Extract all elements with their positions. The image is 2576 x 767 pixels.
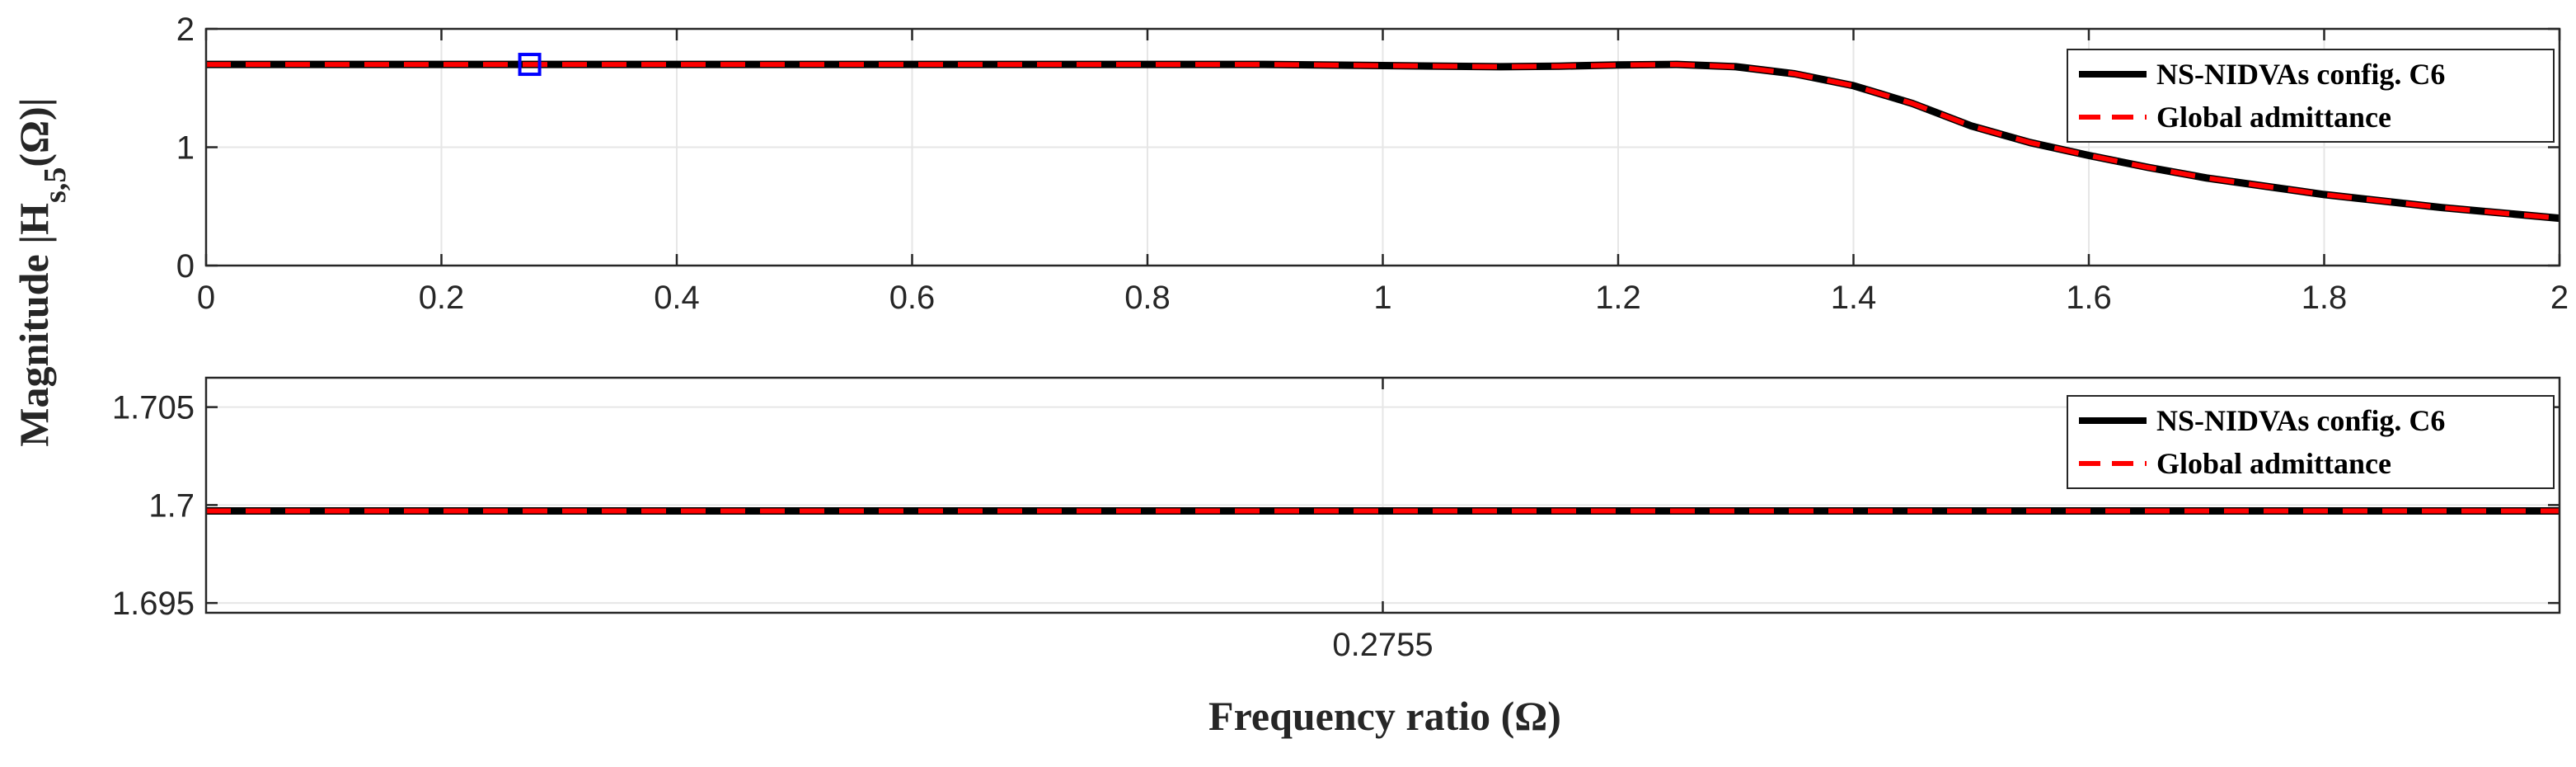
y-axis-label-suffix: (Ω)| xyxy=(11,97,57,167)
x-tick-label: 0.6 xyxy=(889,280,936,316)
legend-ns-nidvas-label: NS-NIDVAs config. C6 xyxy=(2156,58,2445,91)
x-axis-label: Frequency ratio (Ω) xyxy=(1208,693,1561,739)
top-panel: 0 0.2 0.4 0.6 0.8 1 1.2 1.4 1.6 1.8 2 0 1 2 NS-NIDVAs … xyxy=(176,12,2569,316)
x-tick-label: 1.6 xyxy=(2066,280,2112,316)
legend-box xyxy=(2067,49,2555,143)
x-tick-label: 0.2755 xyxy=(1332,627,1433,663)
y-axis-label-prefix: Magnitude |H xyxy=(11,203,57,447)
zoom-marker-square xyxy=(518,53,542,77)
y-tick-label: 1.705 xyxy=(112,390,195,426)
legend: NS-NIDVAs config. C6 Global admittance xyxy=(2067,395,2555,489)
x-tick-label: 1.2 xyxy=(1595,280,1641,316)
y-tick-label: 1.695 xyxy=(112,586,195,622)
x-tick-label: 1.4 xyxy=(1831,280,1877,316)
y-tick-label: 2 xyxy=(176,12,195,48)
x-tick-label: 1 xyxy=(1373,280,1391,316)
y-tick-label: 1.7 xyxy=(148,487,195,524)
y-axis-label: Magnitude |Hs,5(Ω)| xyxy=(11,97,73,446)
y-tick-label: 1 xyxy=(176,130,195,167)
legend: NS-NIDVAs config. C6 Global admittance xyxy=(2067,49,2555,143)
x-tick-label: 0.8 xyxy=(1124,280,1171,316)
legend-box xyxy=(2067,395,2555,489)
bottom-panel: 0.27450.27460.27470.27480.27490.2750.275… xyxy=(112,376,2561,663)
x-tick-label: 2 xyxy=(2550,280,2569,316)
legend-ns-nidvas-label: NS-NIDVAs config. C6 xyxy=(2156,404,2445,437)
global-admittance-line xyxy=(206,62,2560,221)
legend-global-admittance-label: Global admittance xyxy=(2156,447,2391,480)
y-tick-label: 0 xyxy=(176,248,195,285)
x-tick-label: 0.2 xyxy=(419,280,465,316)
x-tick-label: 1.8 xyxy=(2302,280,2348,316)
x-tick-label: 0.4 xyxy=(654,280,700,316)
y-axis-label-subscript: s,5 xyxy=(38,167,73,203)
x-tick-label: 0 xyxy=(197,280,215,316)
legend-global-admittance-label: Global admittance xyxy=(2156,101,2391,134)
